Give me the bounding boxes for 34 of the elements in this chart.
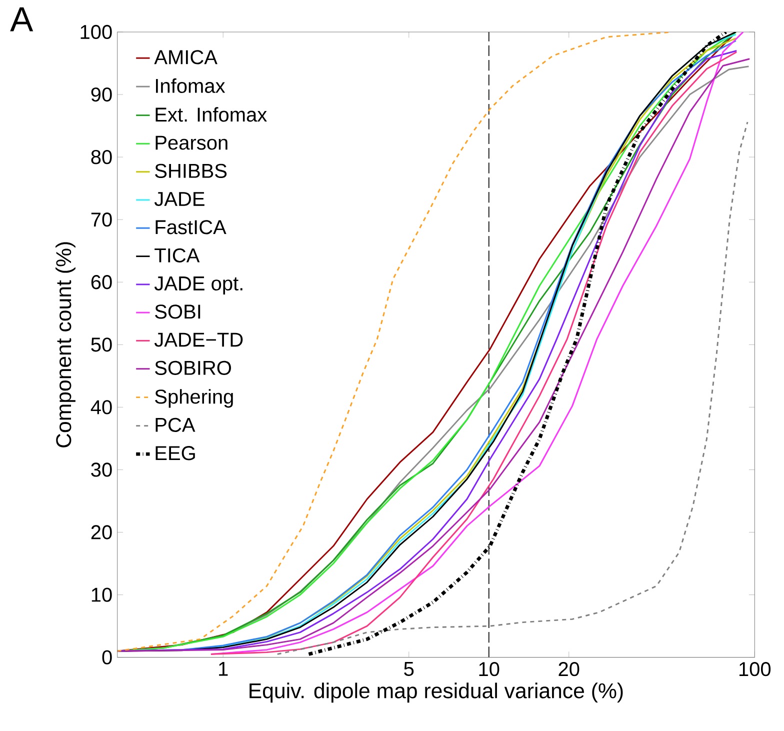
- y-tick-label: 50: [91, 338, 112, 352]
- legend-label: Sphering: [155, 389, 233, 408]
- y-tick-label: 70: [91, 212, 112, 227]
- legend-label: SOBIRO: [155, 361, 231, 376]
- x-axis-title: Equiv. dipole map residual variance (%): [250, 682, 623, 703]
- x-tick-label: 10: [479, 662, 500, 676]
- y-tick-label: 40: [90, 400, 112, 414]
- legend-label: Infomax: [156, 78, 226, 94]
- x-tick-label: 1: [219, 662, 228, 676]
- y-tick-label: 60: [91, 275, 112, 290]
- y-tick-label: 100: [80, 25, 112, 40]
- legend-label: Ext. Infomax: [156, 107, 267, 122]
- legend-label: TICA: [154, 248, 200, 263]
- legend-label: JADE: [154, 192, 204, 206]
- legend-label: JADE−TD: [154, 332, 243, 347]
- text: A: [10, 8, 34, 32]
- y-tick-label: 30: [91, 462, 112, 477]
- y-tick-label: 80: [91, 150, 112, 164]
- legend-label: EEG: [156, 446, 195, 460]
- y-axis-title: Component count (%): [56, 242, 76, 448]
- y-tick-label: 90: [91, 88, 112, 102]
- legend-label: JADE opt.: [154, 276, 242, 295]
- legend-label: SOBI: [155, 304, 200, 319]
- legend-label: PCA: [156, 418, 196, 432]
- x-tick-label: 20: [558, 662, 580, 676]
- legend-label: Pearson: [156, 136, 228, 150]
- legend-label: SHIBBS: [155, 164, 227, 178]
- x-tick-label: 100: [740, 662, 771, 676]
- y-tick-label: 0: [102, 650, 112, 665]
- x-tick-label: 5: [404, 662, 414, 676]
- y-tick-label: 20: [91, 525, 112, 540]
- legend-label: FastICA: [156, 220, 226, 234]
- y-tick-label: 10: [92, 588, 112, 602]
- legend-label: AMICA: [154, 50, 218, 64]
